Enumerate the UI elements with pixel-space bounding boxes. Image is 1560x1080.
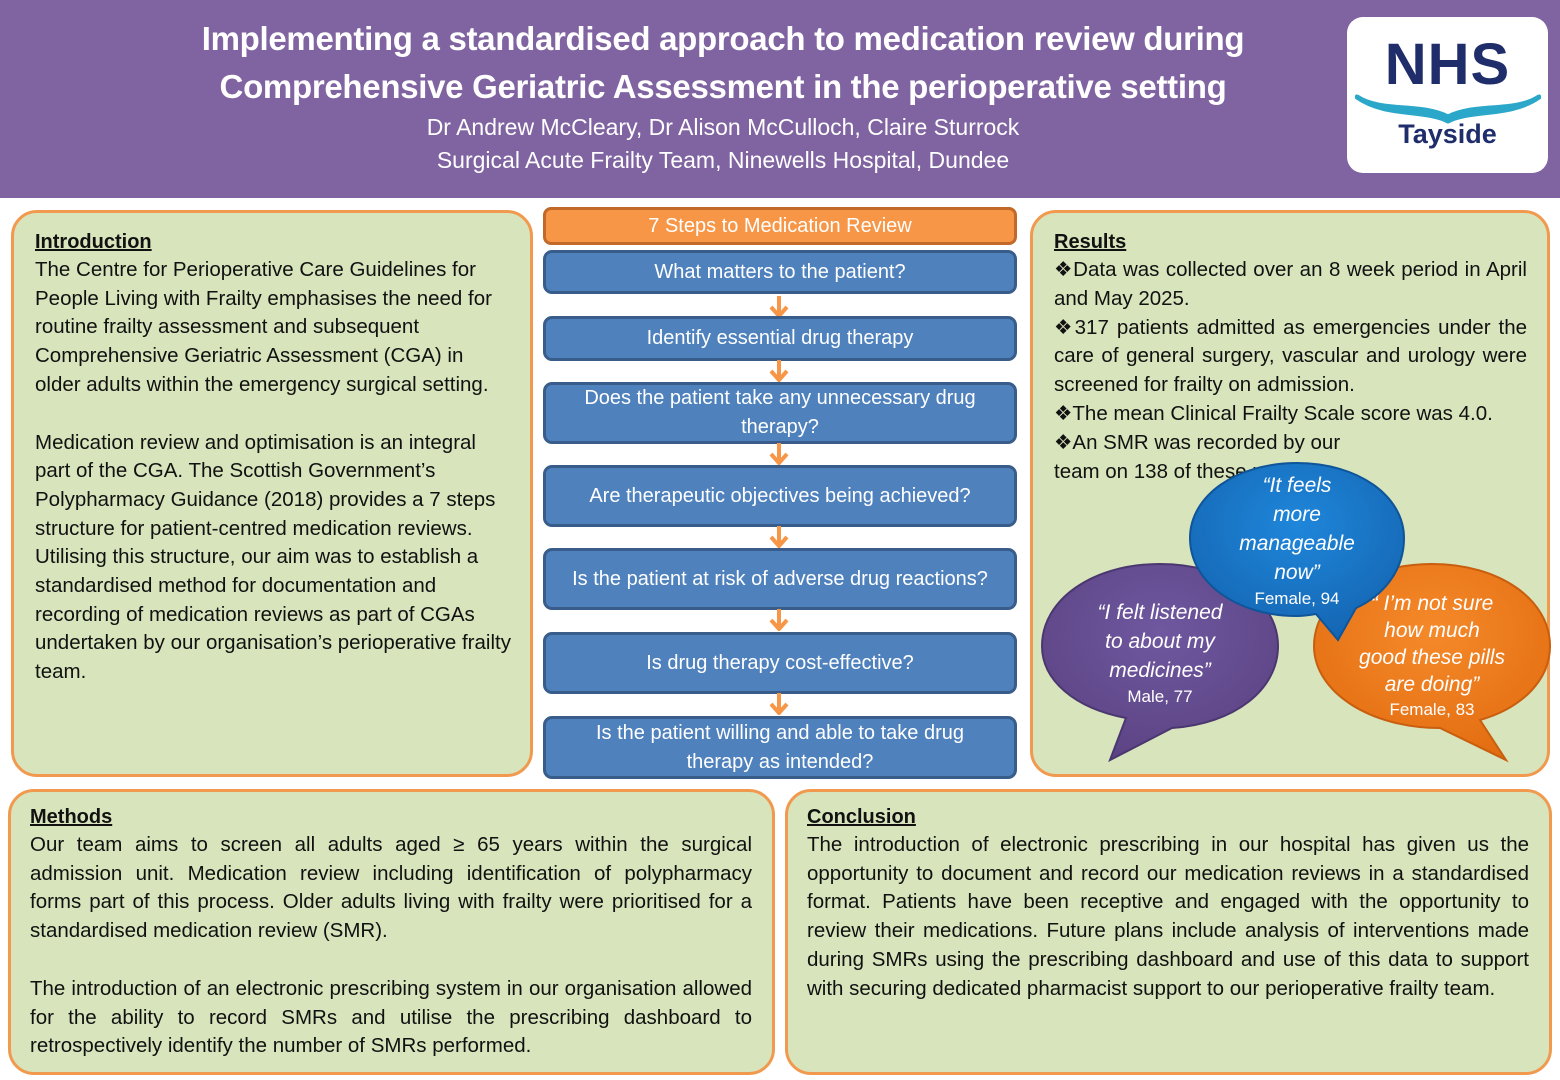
results-heading: Results (1054, 231, 1127, 253)
conclusion-paragraph: The introduction of electronic prescribi… (807, 833, 1529, 1000)
step-6: Is drug therapy cost-effective? (543, 632, 1017, 694)
poster-title-line-1: Implementing a standardised approach to … (201, 20, 1245, 57)
step-7: Is the patient willing and able to take … (543, 716, 1017, 779)
results-bullet-3: ❖The mean Clinical Frailty Scale score w… (1054, 401, 1493, 425)
step-5: Is the patient at risk of adverse drug r… (543, 548, 1017, 610)
arrow-down-icon (769, 526, 789, 548)
methods-panel: Methods Our team aims to screen all adul… (8, 789, 775, 1075)
quote-male-77: “I felt listened to about my medicines” … (1097, 601, 1223, 706)
poster-authors: Dr Andrew McCleary, Dr Alison McCulloch,… (426, 114, 1020, 140)
bullet-diamond-icon: ❖ (1054, 258, 1074, 281)
poster-affiliation: Surgical Acute Frailty Team, Ninewells H… (436, 147, 1010, 173)
bullet-diamond-icon: ❖ (1054, 401, 1073, 425)
introduction-paragraph-1: The Centre for Perioperative Care Guidel… (35, 258, 492, 396)
conclusion-heading: Conclusion (807, 806, 916, 828)
arrow-down-icon (769, 443, 789, 465)
bullet-diamond-icon: ❖ (1054, 315, 1075, 339)
nhs-tayside-logo: NHS Tayside (1347, 17, 1548, 173)
tayside-logo-text: Tayside (1398, 119, 1497, 149)
conclusion-panel: Conclusion The introduction of electroni… (785, 789, 1552, 1075)
step-1: What matters to the patient? (543, 250, 1017, 294)
results-bullet-2: ❖317 patients admitted as emergencies un… (1054, 315, 1527, 397)
arrow-down-icon (769, 360, 789, 382)
methods-heading: Methods (30, 806, 113, 828)
arrow-down-icon (769, 609, 789, 631)
introduction-heading: Introduction (35, 231, 152, 253)
introduction-panel: Introduction The Centre for Perioperativ… (11, 210, 533, 777)
nhs-logo-text: NHS (1384, 32, 1511, 97)
methods-paragraph-1: Our team aims to screen all adults aged … (30, 833, 752, 943)
introduction-paragraph-2: Medication review and optimisation is an… (35, 430, 511, 684)
results-bullet-1: ❖Data was collected over an 8 week perio… (1054, 258, 1527, 310)
poster-header: Implementing a standardised approach to … (0, 0, 1560, 198)
poster-title-line-2: Comprehensive Geriatric Assessment in th… (219, 68, 1227, 105)
arrow-down-icon (769, 693, 789, 715)
quote-female-94: “It feels more manageable now” Female, 9… (1239, 474, 1355, 608)
step-2: Identify essential drug therapy (543, 316, 1017, 361)
arrow-down-icon (769, 296, 789, 318)
step-4: Are therapeutic objectives being achieve… (543, 465, 1017, 527)
speech-bubble-blue (1188, 461, 1406, 642)
step-3: Does the patient take any unnecessary dr… (543, 382, 1017, 444)
nhs-wave-icon (1355, 94, 1541, 124)
quote-female-83: “ I’m not sure how much good these pills… (1359, 592, 1505, 719)
methods-paragraph-2: The introduction of an electronic prescr… (30, 976, 752, 1058)
bullet-diamond-icon: ❖ (1054, 430, 1073, 454)
steps-heading: 7 Steps to Medication Review (543, 207, 1017, 245)
